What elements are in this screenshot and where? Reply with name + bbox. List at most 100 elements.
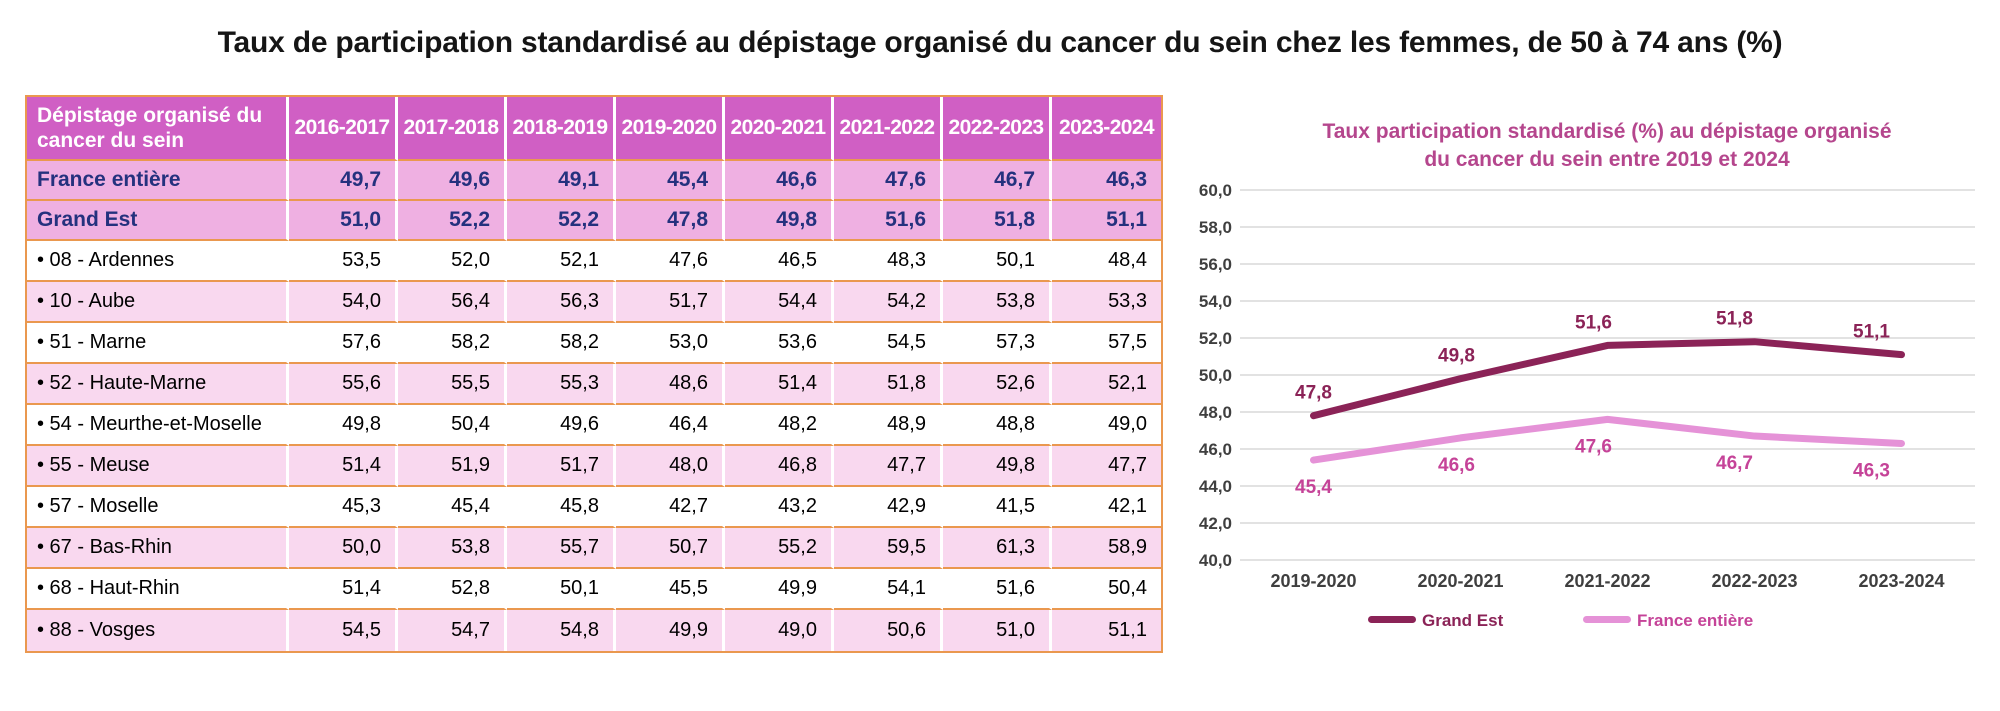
cell-value: 51,6 [834,201,943,241]
cell-value: 48,3 [834,241,943,282]
grand-est-line [1310,338,1905,420]
x-axis-tick-label: 2020-2021 [1417,571,1503,591]
cell-value: 51,7 [507,446,616,487]
grand-est-data-label: 51,6 [1575,312,1612,333]
cell-value: 51,8 [943,201,1052,241]
cell-value: 47,6 [834,161,943,201]
row-label: • 08 - Ardennes [27,241,289,282]
cell-value: 50,0 [289,528,398,569]
cell-value: 55,2 [725,528,834,569]
table-corner-header: Dépistage organisé du cancer du sein [27,97,289,161]
row-label: • 52 - Haute-Marne [27,364,289,405]
cell-value: 49,0 [725,610,834,651]
cell-value: 46,8 [725,446,834,487]
row-label: • 68 - Haut-Rhin [27,569,289,610]
cell-value: 49,8 [725,201,834,241]
cell-value: 56,3 [507,282,616,323]
participation-chart: Taux participation standardisé (%) au dé… [1180,100,1992,650]
cell-value: 45,4 [616,161,725,201]
column-header: 2022-2023 [943,97,1052,161]
grand-est-data-label: 49,8 [1438,346,1475,367]
row-label: • 54 - Meurthe-et-Moselle [27,405,289,446]
cell-value: 43,2 [725,487,834,528]
cell-value: 45,5 [616,569,725,610]
x-axis-tick-label: 2023-2024 [1858,571,1944,591]
cell-value: 52,1 [507,241,616,282]
cell-value: 46,3 [1052,161,1161,201]
table-row: • 08 - Ardennes 53,5 52,0 52,1 47,6 46,5 48,3 5… [27,241,1161,282]
cell-value: 47,7 [1052,446,1161,487]
cell-value: 51,7 [616,282,725,323]
cell-value: 54,5 [289,610,398,651]
table-row: • 88 - Vosges 54,5 54,7 54,8 49,9 49,0 50,6 51,… [27,610,1161,651]
france-entiere-data-label: 46,6 [1438,455,1475,476]
line-chart: Taux participation standardisé (%) au dé… [1199,120,1975,630]
cell-value: 53,8 [398,528,507,569]
cell-value: 42,1 [1052,487,1161,528]
cell-value: 51,0 [289,201,398,241]
cell-value: 41,5 [943,487,1052,528]
cell-value: 56,4 [398,282,507,323]
cell-value: 49,9 [725,569,834,610]
cell-value: 48,9 [834,405,943,446]
grand-est-data-label: 51,8 [1716,309,1753,330]
cell-value: 54,7 [398,610,507,651]
cell-value: 51,0 [943,610,1052,651]
column-header: 2017-2018 [398,97,507,161]
france-entiere-data-label: 47,6 [1575,436,1612,457]
cell-value: 51,4 [289,569,398,610]
cell-value: 50,6 [834,610,943,651]
cell-value: 50,1 [507,569,616,610]
grand-est-legend-label: Grand Est [1422,611,1504,630]
cell-value: 58,9 [1052,528,1161,569]
cell-value: 54,4 [725,282,834,323]
column-header: 2020-2021 [725,97,834,161]
cell-value: 50,7 [616,528,725,569]
cell-value: 58,2 [398,323,507,364]
row-label: • 55 - Meuse [27,446,289,487]
cell-value: 53,0 [616,323,725,364]
participation-table: Dépistage organisé du cancer du sein 2016… [25,95,1163,653]
cell-value: 45,4 [398,487,507,528]
table-row: • 55 - Meuse 51,4 51,9 51,7 48,0 46,8 47,7 49,8… [27,446,1161,487]
y-axis-tick-label: 48,0 [1199,403,1232,422]
france-entiere-data-label: 45,4 [1295,477,1332,498]
cell-value: 50,1 [943,241,1052,282]
cell-value: 52,8 [398,569,507,610]
x-axis-tick-label: 2022-2023 [1711,571,1797,591]
y-axis-tick-label: 50,0 [1199,366,1232,385]
cell-value: 53,3 [1052,282,1161,323]
cell-value: 49,7 [289,161,398,201]
cell-value: 49,8 [943,446,1052,487]
cell-value: 51,9 [398,446,507,487]
cell-value: 48,6 [616,364,725,405]
grand-est-data-label: 51,1 [1853,322,1890,343]
cell-value: 54,0 [289,282,398,323]
cell-value: 53,8 [943,282,1052,323]
cell-value: 51,4 [725,364,834,405]
cell-value: 46,6 [725,161,834,201]
cell-value: 55,7 [507,528,616,569]
table-row: • 57 - Moselle 45,3 45,4 45,8 42,7 43,2 42,9 41… [27,487,1161,528]
cell-value: 57,3 [943,323,1052,364]
france-entiere-line [1310,415,1905,464]
table-row: • 51 - Marne 57,6 58,2 58,2 53,0 53,6 54,5 57,3… [27,323,1161,364]
row-label: • 88 - Vosges [27,610,289,651]
column-header: 2018-2019 [507,97,616,161]
cell-value: 58,2 [507,323,616,364]
column-header: 2016-2017 [289,97,398,161]
cell-value: 49,8 [289,405,398,446]
y-axis-tick-label: 40,0 [1199,551,1232,570]
cell-value: 54,2 [834,282,943,323]
france-entiere-data-label: 46,7 [1716,453,1753,474]
cell-value: 55,3 [507,364,616,405]
cell-value: 46,7 [943,161,1052,201]
france-entiere-legend-swatch [1583,616,1631,623]
cell-value: 51,4 [289,446,398,487]
cell-value: 51,1 [1052,610,1161,651]
cell-value: 47,6 [616,241,725,282]
cell-value: 55,6 [289,364,398,405]
y-axis-tick-label: 58,0 [1199,218,1232,237]
cell-value: 54,8 [507,610,616,651]
